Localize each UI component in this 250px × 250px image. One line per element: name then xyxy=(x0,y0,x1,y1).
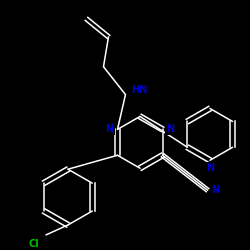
Text: N: N xyxy=(212,185,220,195)
Text: N: N xyxy=(206,163,214,173)
Text: HN: HN xyxy=(131,84,148,94)
Text: Cl: Cl xyxy=(28,239,40,249)
Text: N: N xyxy=(106,124,114,134)
Text: N: N xyxy=(166,124,174,134)
